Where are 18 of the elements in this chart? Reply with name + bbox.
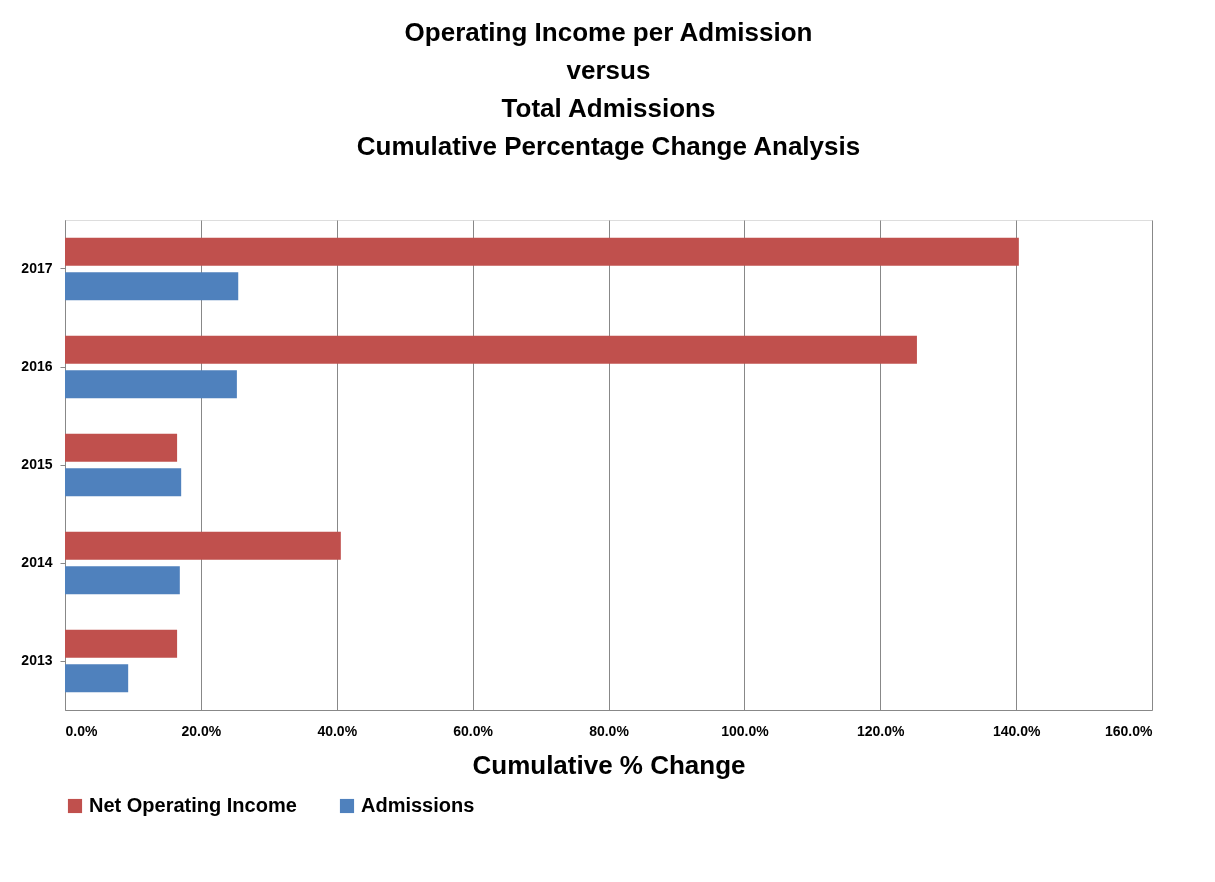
x-tick-label: 40.0% xyxy=(317,722,358,739)
x-tick-label: 60.0% xyxy=(453,722,494,739)
x-tick-label: 20.0% xyxy=(181,722,222,739)
y-tick-label: 2016 xyxy=(21,358,53,374)
legend-label: Net Operating Income xyxy=(89,794,297,816)
legend-label: Admissions xyxy=(361,794,475,816)
chart-title: Operating Income per Admission versus Total Admissions Cumulative Percentage Change Analysis xyxy=(356,17,861,161)
x-tick-label: 160.0% xyxy=(1105,722,1154,739)
y-tick-label: 2015 xyxy=(21,456,53,472)
y-tick-label: 2013 xyxy=(21,652,53,668)
x-axis-title: Cumulative % Change xyxy=(472,749,746,780)
x-tick-label: 120.0% xyxy=(857,722,906,739)
y-tick-label: 2017 xyxy=(21,260,53,276)
x-tick-label: 100.0% xyxy=(721,722,770,739)
y-tick-label: 2014 xyxy=(21,554,53,570)
x-tick-label: 80.0% xyxy=(589,722,630,739)
x-tick-label: 0.0% xyxy=(65,722,98,739)
x-tick-label: 140.0% xyxy=(992,722,1041,739)
